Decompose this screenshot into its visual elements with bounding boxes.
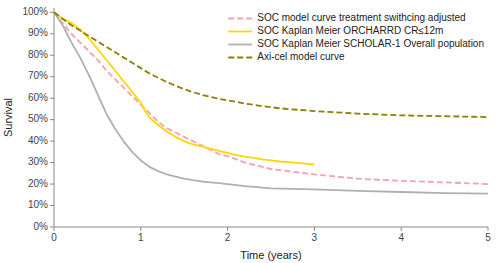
x-tick	[314, 227, 315, 231]
y-tick	[50, 184, 54, 185]
series-line	[54, 12, 488, 117]
plot-area	[54, 12, 488, 193]
y-tick	[50, 141, 54, 142]
axes: 0% 10% 20% 30% 40% 50% 60% 70% 80% 90% 100% 0 1 2 3 4 5	[22, 6, 491, 243]
legend-swatch	[228, 18, 252, 20]
chart: 0% 10% 20% 30% 40% 50% 60% 70% 80% 90% 100% 0 1 2 3 4 5 T…	[0, 0, 500, 263]
x-tick	[488, 227, 489, 231]
x-tick-label: 4	[398, 232, 404, 243]
y-tick-label: 70%	[28, 70, 48, 81]
series-line	[54, 12, 488, 184]
x-axis-line	[54, 227, 488, 228]
y-tick	[50, 76, 54, 77]
legend-swatch	[228, 57, 252, 59]
y-tick-label: 0%	[34, 221, 49, 232]
x-tick-label: 3	[312, 232, 318, 243]
y-tick	[50, 227, 54, 228]
y-tick	[50, 162, 54, 163]
y-tick-label: 20%	[28, 178, 48, 189]
y-tick-label: 10%	[28, 199, 48, 210]
y-axis-line	[54, 8, 55, 227]
y-tick	[50, 98, 54, 99]
x-tick-label: 5	[485, 232, 491, 243]
x-tick	[140, 227, 141, 231]
legend-label: SOC Kaplan Meier SCHOLAR-1 Overall popul…	[257, 38, 484, 49]
y-tick-label: 100%	[22, 6, 48, 17]
series-line	[54, 12, 488, 193]
x-tick	[54, 227, 55, 231]
y-tick-label: 30%	[28, 156, 48, 167]
x-tick	[227, 227, 228, 231]
legend-label: SOC model curve treatment swithcing adju…	[257, 12, 465, 23]
x-tick-label: 0	[51, 232, 57, 243]
y-tick-label: 60%	[28, 92, 48, 103]
y-axis-label: Survival	[2, 98, 14, 137]
x-tick-label: 2	[225, 232, 231, 243]
legend-label: SOC Kaplan Meier ORCHARRD CR≤12m	[257, 25, 443, 36]
y-tick-label: 90%	[28, 27, 48, 38]
legend-swatch	[228, 44, 252, 46]
y-tick-label: 40%	[28, 135, 48, 146]
y-tick	[50, 205, 54, 206]
x-axis-label: Time (years)	[240, 249, 301, 261]
y-tick-label: 80%	[28, 49, 48, 60]
legend-swatch	[228, 31, 252, 33]
y-tick	[50, 33, 54, 34]
legend: SOC model curve treatment swithcing adju…	[228, 12, 484, 62]
x-tick-label: 1	[138, 232, 144, 243]
y-tick	[50, 12, 54, 13]
x-tick	[401, 227, 402, 231]
y-tick	[50, 119, 54, 120]
y-tick-label: 50%	[28, 113, 48, 124]
y-tick	[50, 55, 54, 56]
legend-label: Axi-cel model curve	[257, 51, 345, 62]
